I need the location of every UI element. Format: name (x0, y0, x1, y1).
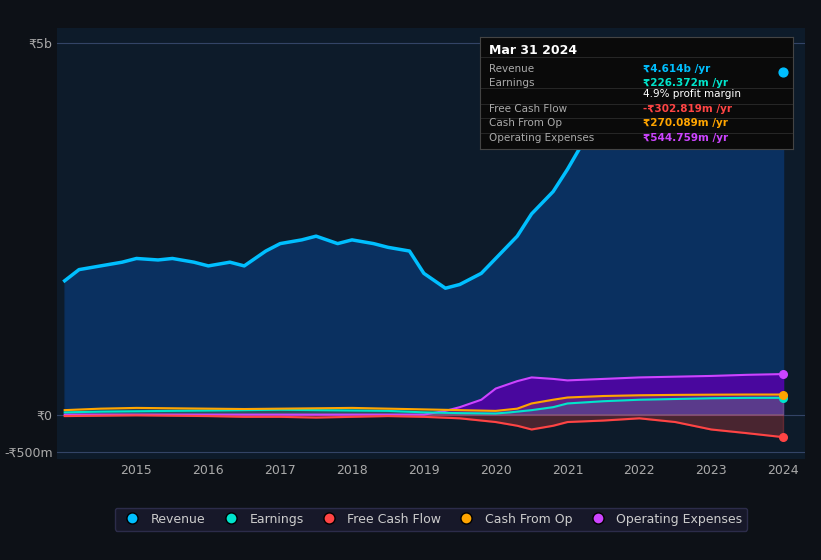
Legend: Revenue, Earnings, Free Cash Flow, Cash From Op, Operating Expenses: Revenue, Earnings, Free Cash Flow, Cash … (115, 507, 747, 530)
Point (777, 393, 790, 402)
Point (777, 370, 790, 379)
Point (777, 390, 790, 399)
Point (777, 67, 790, 76)
Point (777, 433, 790, 442)
